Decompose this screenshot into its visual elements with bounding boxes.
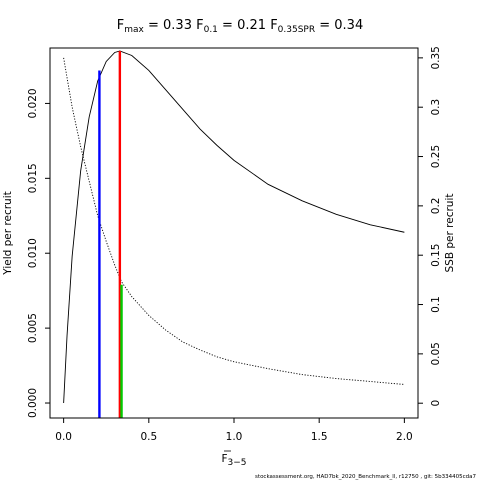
footer-note: stockassessment.org, HAD7bk_2020_Benchma… [255, 474, 476, 480]
plot-frame [49, 47, 419, 419]
yield-per-recruit-line [63, 50, 405, 404]
y-right-tick-label: 0.1 [430, 296, 442, 313]
title-f01-sub: 0.1 [204, 25, 218, 35]
y-left-tick-label: 0.015 [27, 163, 39, 193]
x-axis-title-sub: 3−5 [228, 458, 247, 468]
ssb-per-recruit-line [63, 57, 405, 385]
y-axis-left-title: Yield per recruit [2, 191, 14, 275]
series-layer [63, 50, 405, 404]
title-f01-value: 0.21 [237, 18, 266, 33]
x-tick-label: 2.0 [396, 431, 413, 443]
title-f01-label: F [196, 18, 203, 33]
title-fspr-sub: 0.35SPR [278, 25, 315, 35]
x-tick-label: 0.0 [55, 431, 72, 443]
y-axis-right: 0 0.05 0.1 0.15 0.2 0.25 0.3 0.35 [418, 46, 442, 407]
x-tick-label: 0.5 [140, 431, 157, 443]
y-left-tick-label: 0.010 [27, 238, 39, 268]
x-axis: 0.0 0.5 1.0 1.5 2.0 [55, 417, 413, 443]
x-tick-label: 1.0 [226, 431, 243, 443]
y-axis-right-title: SSB per recruit [444, 194, 456, 273]
title-fmax-value: 0.33 [163, 18, 192, 33]
y-right-tick-label: 0.3 [430, 99, 442, 116]
y-right-tick-label: 0 [430, 400, 442, 407]
y-right-tick-label: 0.15 [430, 244, 442, 267]
title-fspr-value: 0.34 [334, 18, 363, 33]
title-fspr-label: F [270, 18, 277, 33]
y-right-tick-label: 0.2 [430, 198, 442, 215]
x-tick-label: 1.5 [311, 431, 328, 443]
x-axis-title-main: F [221, 453, 227, 465]
chart-title: Fmax = 0.33 F0.1 = 0.21 F0.35SPR = 0.34 [117, 18, 363, 35]
title-fmax-sub: max [124, 25, 144, 35]
y-left-tick-label: 0.000 [27, 388, 39, 418]
y-right-tick-label: 0.05 [430, 342, 442, 365]
y-left-tick-label: 0.020 [27, 88, 39, 118]
y-right-tick-label: 0.35 [430, 46, 442, 69]
reference-lines [98, 50, 123, 418]
y-left-tick-label: 0.005 [27, 313, 39, 343]
y-axis-left: 0.000 0.005 0.010 0.015 0.020 [27, 88, 50, 418]
x-axis-title: F3−5 [221, 453, 246, 468]
title-fmax-label: F [117, 18, 124, 33]
y-right-tick-label: 0.25 [430, 145, 442, 168]
